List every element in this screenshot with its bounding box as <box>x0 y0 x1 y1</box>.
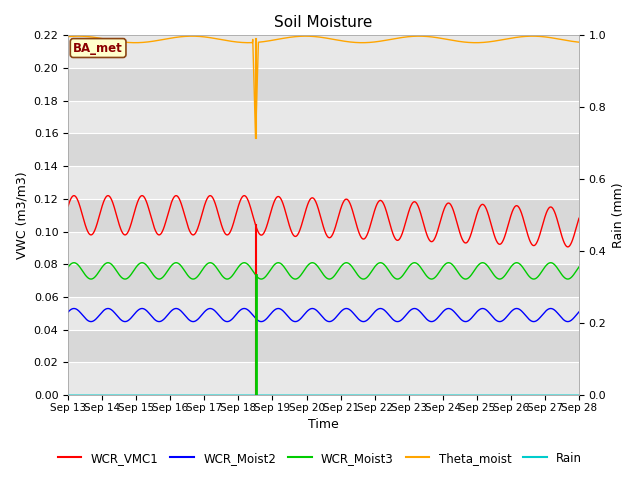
Bar <box>68 68 579 101</box>
Bar <box>68 166 579 199</box>
Title: Soil Moisture: Soil Moisture <box>275 15 372 30</box>
Bar <box>68 264 579 297</box>
Legend: WCR_VMC1, WCR_Moist2, WCR_Moist3, Theta_moist, Rain: WCR_VMC1, WCR_Moist2, WCR_Moist3, Theta_… <box>53 447 587 469</box>
Bar <box>68 133 579 166</box>
Bar <box>68 101 579 133</box>
Bar <box>68 362 579 395</box>
Y-axis label: VWC (m3/m3): VWC (m3/m3) <box>15 171 28 259</box>
Bar <box>68 232 579 264</box>
Text: BA_met: BA_met <box>73 42 123 55</box>
Bar <box>68 297 579 330</box>
Bar <box>68 36 579 68</box>
Bar <box>68 199 579 232</box>
X-axis label: Time: Time <box>308 419 339 432</box>
Bar <box>68 330 579 362</box>
Y-axis label: Rain (mm): Rain (mm) <box>612 182 625 248</box>
